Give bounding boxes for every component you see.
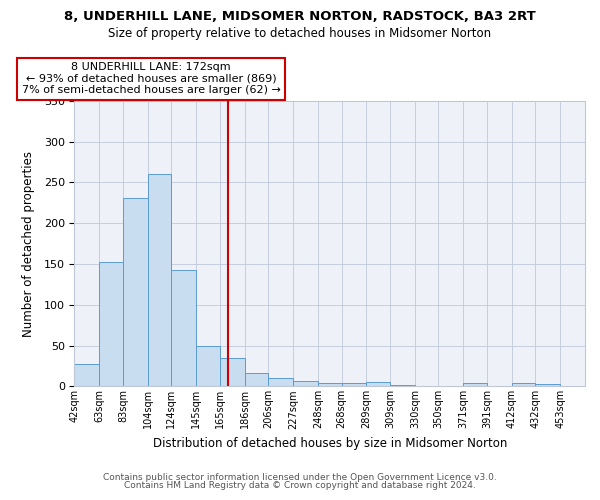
Y-axis label: Number of detached properties: Number of detached properties <box>22 150 35 336</box>
Bar <box>463 383 487 386</box>
X-axis label: Distribution of detached houses by size in Midsomer Norton: Distribution of detached houses by size … <box>152 437 507 450</box>
Bar <box>535 384 560 386</box>
Text: Contains public sector information licensed under the Open Government Licence v3: Contains public sector information licen… <box>103 474 497 482</box>
Bar <box>341 383 367 386</box>
Bar <box>268 378 293 386</box>
Bar <box>512 383 535 386</box>
Text: 8 UNDERHILL LANE: 172sqm
← 93% of detached houses are smaller (869)
7% of semi-d: 8 UNDERHILL LANE: 172sqm ← 93% of detach… <box>22 62 281 95</box>
Text: 8, UNDERHILL LANE, MIDSOMER NORTON, RADSTOCK, BA3 2RT: 8, UNDERHILL LANE, MIDSOMER NORTON, RADS… <box>64 10 536 23</box>
Bar <box>123 198 148 386</box>
Text: Size of property relative to detached houses in Midsomer Norton: Size of property relative to detached ho… <box>109 28 491 40</box>
Bar <box>318 383 341 386</box>
Bar <box>196 346 220 387</box>
Bar <box>74 364 99 386</box>
Bar <box>172 270 196 386</box>
Bar <box>245 372 268 386</box>
Bar <box>367 382 390 386</box>
Bar <box>390 385 415 386</box>
Text: Contains HM Land Registry data © Crown copyright and database right 2024.: Contains HM Land Registry data © Crown c… <box>124 481 476 490</box>
Bar <box>99 262 123 386</box>
Bar <box>220 358 245 386</box>
Bar <box>148 174 172 386</box>
Bar <box>293 382 318 386</box>
